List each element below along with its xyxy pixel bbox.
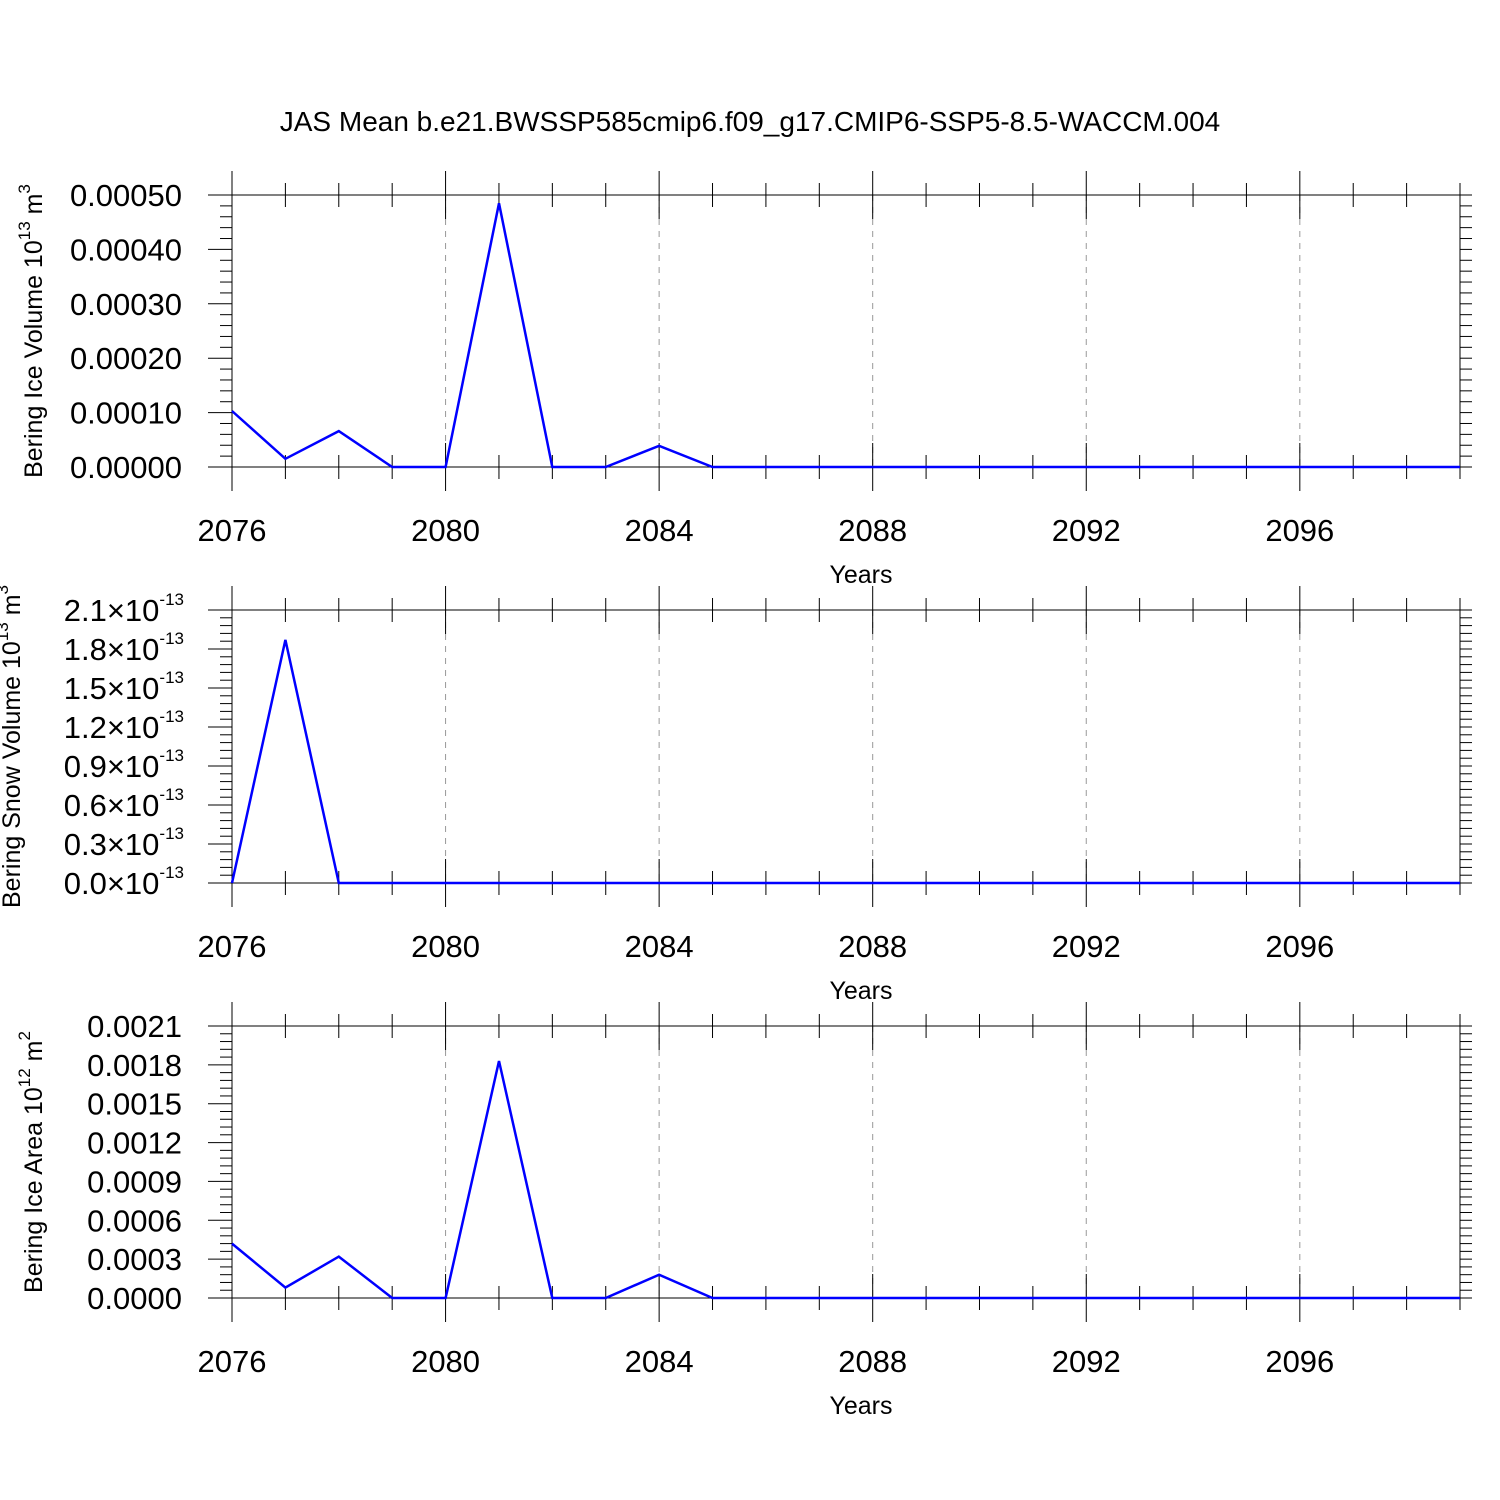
y-tick-label: 0.0012	[87, 1126, 182, 1161]
plot-frame	[231, 194, 1461, 468]
series-line	[231, 202, 1460, 469]
x-tick-label: 2084	[625, 929, 694, 964]
x-axis-title: Years	[829, 561, 892, 589]
panels: 2076 2080 2084 2088 2092 2096 0.00000 0.00010 0.…	[0, 171, 1472, 1420]
series-line	[231, 1060, 1460, 1300]
x-tick-label: 2080	[411, 1344, 480, 1379]
y-tick-label: 0.0006	[87, 1203, 182, 1238]
y-tick-label: 0.0021	[87, 1009, 182, 1044]
x-tick-label: 2088	[838, 929, 907, 964]
x-axis-title: Years	[829, 1392, 892, 1420]
x-tick-label: 2076	[198, 513, 267, 548]
x-tick-label: 2092	[1052, 1344, 1121, 1379]
x-tick-label: 2080	[411, 929, 480, 964]
y-axis-title: Bering Ice Area 1012 m2	[15, 1031, 48, 1293]
x-tick-label: 2084	[625, 513, 694, 548]
y-axis-title: Bering Ice Volume 1013 m3	[15, 184, 48, 478]
x-tick-label: 2092	[1052, 929, 1121, 964]
y-tick-label: 2.1×10-13	[64, 590, 184, 628]
y-axis-title: Bering Snow Volume 1013 m3	[0, 585, 26, 908]
x-tick-label: 2088	[838, 1344, 907, 1379]
y-tick-label: 0.0009	[87, 1164, 182, 1199]
y-tick-label: 0.00020	[70, 341, 182, 376]
x-tick-label: 2076	[198, 929, 267, 964]
y-tick-label: 0.00050	[70, 178, 182, 213]
x-tick-label: 2084	[625, 1344, 694, 1379]
y-tick-label: 0.3×10-13	[64, 824, 184, 862]
x-tick-label: 2096	[1265, 929, 1334, 964]
x-tick-label: 2076	[198, 1344, 267, 1379]
x-axis-title: Years	[829, 977, 892, 1005]
panel-snow-volume: 2076 2080 2084 2088 2092 2096 0.0×10-130.3×10-…	[0, 585, 1472, 1005]
y-tick-label: 0.0018	[87, 1048, 182, 1083]
y-tick-label: 0.00000	[70, 450, 182, 485]
y-tick-label: 0.9×10-13	[64, 746, 184, 784]
y-tick-label: 0.0×10-13	[64, 863, 184, 901]
x-tick-label: 2092	[1052, 513, 1121, 548]
y-tick-label: 0.00040	[70, 232, 182, 267]
y-tick-label: 1.2×10-13	[64, 707, 184, 745]
plot-frame	[231, 1025, 1461, 1299]
figure-title: JAS Mean b.e21.BWSSP585cmip6.f09_g17.CMI…	[280, 106, 1221, 137]
series-line	[230, 639, 1460, 885]
y-tick-label: 1.8×10-13	[64, 629, 184, 667]
y-tick-label: 0.00010	[70, 396, 182, 431]
y-tick-label: 0.6×10-13	[64, 785, 184, 823]
y-tick-label: 0.0003	[87, 1242, 182, 1277]
panel-ice-area: 2076 2080 2084 2088 2092 2096 0.0000 0.0003 0.00…	[15, 1002, 1472, 1420]
y-tick-label: 0.0015	[87, 1087, 182, 1122]
panel-ice-volume: 2076 2080 2084 2088 2092 2096 0.00000 0.00010 0.…	[15, 171, 1472, 589]
y-tick-label: 0.0000	[87, 1281, 182, 1316]
x-tick-label: 2096	[1265, 513, 1334, 548]
y-tick-label: 0.00030	[70, 287, 182, 322]
x-tick-label: 2088	[838, 513, 907, 548]
y-tick-label: 1.5×10-13	[64, 668, 184, 706]
x-tick-label: 2096	[1265, 1344, 1334, 1379]
x-tick-label: 2080	[411, 513, 480, 548]
plot-frame	[231, 609, 1461, 884]
